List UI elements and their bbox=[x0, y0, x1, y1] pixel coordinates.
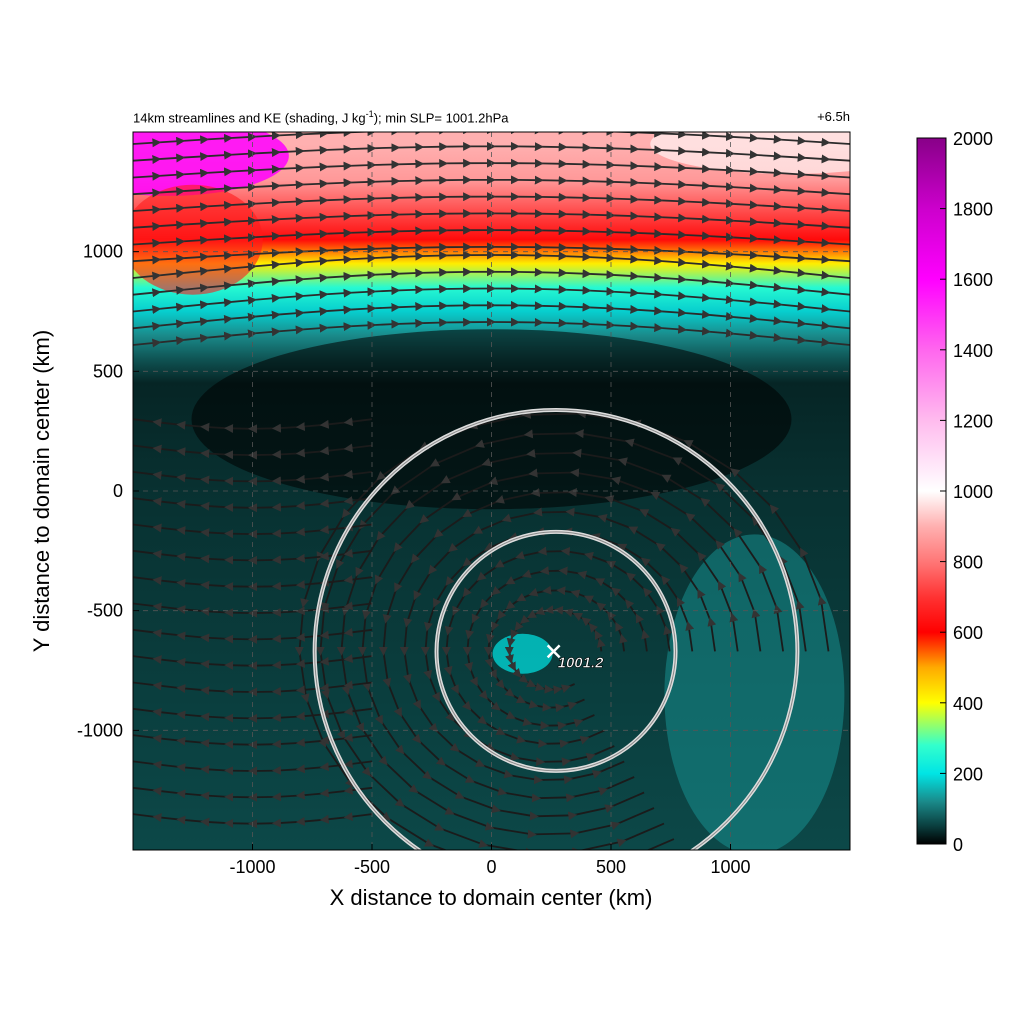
colorbar-tick-label: 2000 bbox=[953, 129, 993, 149]
streamline bbox=[133, 548, 373, 565]
x-tick-label: -500 bbox=[354, 857, 390, 877]
colorbar-tick-label: 1800 bbox=[953, 200, 993, 220]
chart-title: 14km streamlines and KE (shading, J kg-1… bbox=[133, 109, 508, 125]
colorbar-ticks: 0 200 400 600 800 1000 1200 1400 1600 1800 2000 bbox=[940, 129, 993, 855]
streamline bbox=[133, 284, 850, 315]
streamline bbox=[133, 417, 373, 434]
forecast-hour: +6.5h bbox=[817, 109, 850, 124]
y-tick-label: -500 bbox=[87, 601, 123, 621]
chart-title-main: 14km streamlines and KE (shading, J kg bbox=[133, 110, 366, 126]
y-axis: -1000 -500 0 500 1000 bbox=[77, 242, 139, 740]
y-tick-label: -1000 bbox=[77, 720, 123, 740]
range-ring-core bbox=[436, 531, 677, 772]
range-ring-core bbox=[314, 409, 798, 850]
y-tick-label: 1000 bbox=[83, 242, 123, 262]
colorbar-tick-label: 1000 bbox=[953, 482, 993, 502]
x-tick-label: 0 bbox=[486, 857, 496, 877]
min-slp-marker: 1001.2 bbox=[546, 644, 605, 672]
chart-title-exponent: -1 bbox=[365, 109, 374, 119]
range-rings bbox=[312, 408, 800, 850]
colorbar-tick-label: 400 bbox=[953, 694, 983, 714]
y-tick-label: 0 bbox=[113, 481, 123, 501]
plot-area: 1001.2 bbox=[132, 131, 851, 851]
colorbar: 0 200 400 600 800 1000 1200 1400 1600 1800 2000 bbox=[916, 129, 993, 855]
colorbar-tick-label: 0 bbox=[953, 835, 963, 855]
colorbar-tick-label: 600 bbox=[953, 623, 983, 643]
ke-maximum bbox=[650, 132, 850, 174]
streamline bbox=[133, 627, 373, 644]
colorbar-tick-label: 800 bbox=[953, 553, 983, 573]
streamline bbox=[133, 706, 373, 723]
min-slp-cross bbox=[546, 644, 561, 659]
streamline bbox=[133, 785, 373, 802]
streamline bbox=[133, 759, 373, 776]
ke-maximum bbox=[664, 534, 845, 850]
streamline bbox=[133, 225, 850, 248]
ke-maximum bbox=[492, 633, 553, 674]
y-axis-label: Y distance to domain center (km) bbox=[29, 330, 54, 652]
x-axis-label: X distance to domain center (km) bbox=[330, 885, 653, 910]
min-slp-label: 1001.2 bbox=[558, 654, 605, 671]
x-tick-label: 1000 bbox=[710, 857, 750, 877]
x-axis: -1000 -500 0 500 1000 bbox=[229, 844, 751, 877]
ke-maximum bbox=[133, 184, 263, 295]
colorbar-tick-label: 1200 bbox=[953, 411, 993, 431]
x-tick-label: -1000 bbox=[229, 857, 275, 877]
colorbar-tick-label: 1400 bbox=[953, 341, 993, 361]
streamline bbox=[133, 469, 373, 486]
y-tick-label: 500 bbox=[93, 361, 123, 381]
chart-title-tail: ); min SLP= 1001.2hPa bbox=[373, 110, 509, 126]
streamline bbox=[133, 496, 373, 513]
colorbar-tick-label: 200 bbox=[953, 764, 983, 784]
x-tick-label: 500 bbox=[596, 857, 626, 877]
colorbar-tick-label: 1600 bbox=[953, 270, 993, 290]
